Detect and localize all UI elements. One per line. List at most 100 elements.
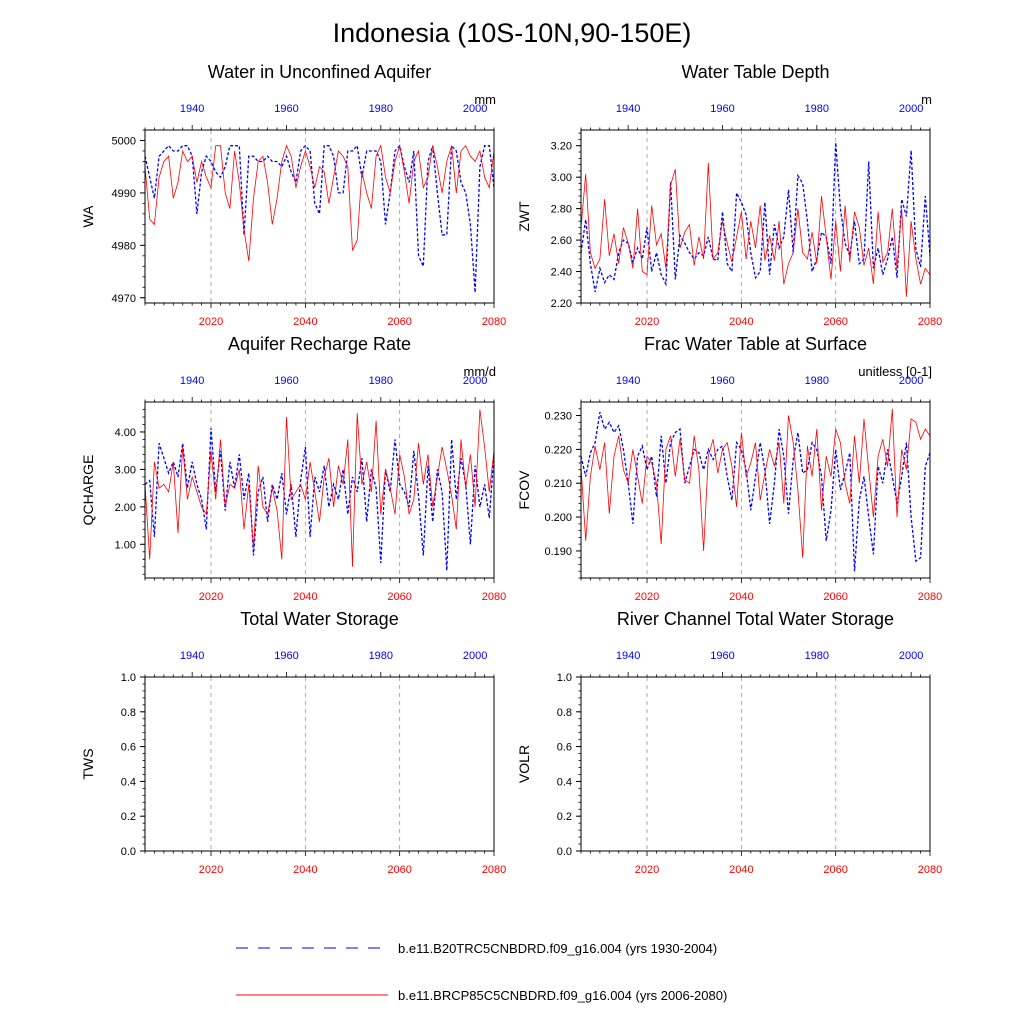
plot-frame [580,129,931,304]
x-bottom-tick-label: 2080 [918,316,942,328]
x-bottom-tick-label: 2020 [635,316,659,328]
units-label: m [921,92,932,107]
x-top-tick-label: 1940 [180,103,204,115]
x-bottom-tick-label: 2040 [293,316,317,328]
panel-volr: River Channel Total Water Storage VOLR 0.0… [516,609,942,876]
y-tick-label: 0.2 [557,811,572,823]
y-axis-label: QCHARGE [80,455,96,526]
y-tick-label: 4970 [112,293,136,305]
y-tick-label: 0.0 [557,846,572,858]
figure-title: Indonesia (10S-10N,90-150E) [333,18,692,48]
x-top-tick-label: 1980 [805,103,829,115]
panel-title: River Channel Total Water Storage [617,609,894,629]
x-bottom-tick-label: 2080 [918,864,942,876]
panel-title: Frac Water Table at Surface [644,334,867,354]
x-bottom-tick-label: 2040 [729,864,753,876]
y-tick-label: 2.40 [551,267,572,279]
x-top-tick-label: 1960 [710,650,734,662]
x-top-tick-label: 1980 [369,103,393,115]
x-top-tick-label: 1960 [274,103,298,115]
x-bottom-tick-label: 2040 [729,316,753,328]
x-bottom-tick-label: 2040 [293,864,317,876]
y-axis-label: TWS [80,748,96,779]
units-label: mm/d [464,364,497,379]
panel-wa: Water in Unconfined Aquifer mm WA 4970 4980 4… [80,62,506,328]
x-top-tick-label: 2000 [899,375,923,387]
x-top-tick-label: 2000 [899,103,923,115]
panel-zwt: Water Table Depth m ZWT 2.20 2.40 2.60 2.80 3.0… [516,62,942,328]
x-top-tick-label: 1940 [616,103,640,115]
x-top-tick-label: 2000 [463,103,487,115]
x-bottom-tick-label: 2080 [482,864,506,876]
x-bottom-tick-label: 2060 [387,316,411,328]
series-line-red [144,409,495,567]
x-bottom-tick-label: 2040 [729,591,753,603]
y-tick-label: 0.6 [557,742,572,754]
y-tick-label: 2.60 [551,235,572,247]
plot-frame [144,401,495,579]
y-tick-label: 0.230 [544,411,572,423]
x-top-tick-label: 1960 [710,103,734,115]
x-bottom-tick-label: 2080 [482,316,506,328]
legend-red-label: b.e11.BRCP85C5CNBDRD.f09_g16.004 (yrs 20… [398,988,727,1003]
y-tick-label: 0.8 [121,707,136,719]
units-label: unitless [0-1] [858,364,932,379]
x-bottom-tick-label: 2020 [199,864,223,876]
x-bottom-tick-label: 2060 [823,316,847,328]
x-top-tick-label: 2000 [899,650,923,662]
x-top-tick-label: 1960 [710,375,734,387]
y-tick-label: 0.210 [544,478,572,490]
x-bottom-tick-label: 2060 [387,591,411,603]
y-tick-label: 5000 [112,135,136,147]
x-bottom-tick-label: 2060 [823,591,847,603]
x-top-tick-label: 1980 [805,375,829,387]
y-tick-label: 0.6 [121,742,136,754]
panel-title: Total Water Storage [240,609,398,629]
x-bottom-tick-label: 2020 [199,316,223,328]
x-bottom-tick-label: 2020 [635,864,659,876]
x-bottom-tick-label: 2020 [635,591,659,603]
y-tick-label: 1.0 [121,672,136,684]
series-line-red [580,408,931,558]
panel-fcov: Frac Water Table at Surface unitless [0-1… [516,334,942,603]
x-bottom-tick-label: 2040 [293,591,317,603]
y-tick-label: 0.4 [557,776,572,788]
series-line-blue [144,428,495,571]
x-top-tick-label: 2000 [463,650,487,662]
plot-frame [144,676,495,852]
panel-qcharge: Aquifer Recharge Rate mm/d QCHARGE 1.00 2.00… [80,334,506,603]
y-tick-label: 0.200 [544,512,572,524]
y-axis-label: WA [80,205,96,228]
x-top-tick-label: 1980 [369,375,393,387]
x-bottom-tick-label: 2020 [199,591,223,603]
y-tick-label: 2.00 [115,502,136,514]
x-top-tick-label: 1940 [180,375,204,387]
panel-title: Water Table Depth [681,62,829,82]
y-tick-label: 4980 [112,240,136,252]
plot-frame [580,401,931,579]
y-axis-label: FCOV [516,470,532,510]
legend: b.e11.B20TRC5CNBDRD.f09_g16.004 (yrs 193… [236,941,727,1003]
y-tick-label: 4990 [112,188,136,200]
y-tick-label: 0.220 [544,444,572,456]
y-tick-label: 0.4 [121,776,136,788]
y-tick-label: 2.80 [551,204,572,216]
plot-frame [144,129,495,304]
y-tick-label: 2.20 [551,298,572,310]
x-bottom-tick-label: 2060 [387,864,411,876]
series-line-red [144,144,495,262]
panel-title: Water in Unconfined Aquifer [208,62,431,82]
y-tick-label: 0.190 [544,546,572,558]
y-tick-label: 0.0 [121,846,136,858]
series-line-blue [580,412,931,572]
x-top-tick-label: 1980 [805,650,829,662]
panel-title: Aquifer Recharge Rate [228,334,411,354]
y-axis-label: ZWT [516,201,532,232]
y-axis-label: VOLR [516,745,532,783]
x-top-tick-label: 1940 [616,375,640,387]
x-top-tick-label: 2000 [463,375,487,387]
x-top-tick-label: 1940 [180,650,204,662]
x-top-tick-label: 1960 [274,650,298,662]
y-tick-label: 3.00 [551,172,572,184]
